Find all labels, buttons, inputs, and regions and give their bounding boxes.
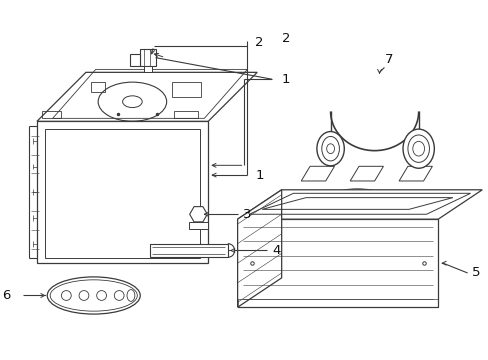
Text: 1: 1 (281, 73, 289, 86)
Ellipse shape (316, 131, 344, 166)
Text: 2: 2 (255, 36, 263, 49)
Polygon shape (237, 190, 281, 307)
Polygon shape (140, 49, 155, 67)
Text: 5: 5 (470, 266, 479, 279)
Polygon shape (37, 72, 257, 121)
Text: 7: 7 (384, 53, 393, 66)
Polygon shape (143, 67, 151, 72)
Polygon shape (237, 190, 481, 219)
Polygon shape (189, 207, 207, 222)
Text: 1: 1 (255, 168, 263, 181)
Polygon shape (37, 121, 208, 263)
Ellipse shape (47, 277, 140, 314)
Text: 3: 3 (242, 208, 250, 221)
Text: 6: 6 (2, 289, 11, 302)
Polygon shape (188, 222, 208, 229)
Polygon shape (237, 219, 437, 307)
Ellipse shape (402, 129, 433, 168)
Polygon shape (149, 244, 227, 257)
Polygon shape (45, 129, 200, 258)
Polygon shape (349, 166, 383, 181)
Polygon shape (130, 54, 140, 67)
Text: 2: 2 (281, 32, 289, 45)
Polygon shape (398, 166, 431, 181)
Text: 4: 4 (271, 244, 280, 257)
Polygon shape (301, 166, 334, 181)
